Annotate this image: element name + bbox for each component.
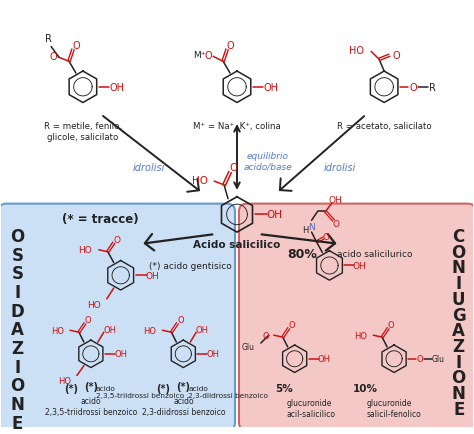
Text: O: O [388,320,394,329]
Text: O: O [113,236,120,245]
Text: (* = tracce): (* = tracce) [63,212,139,225]
Text: H: H [302,225,309,234]
Text: D: D [10,302,24,320]
Text: HO: HO [58,376,71,385]
Text: acido
2,3-diidrossi benzoico: acido 2,3-diidrossi benzoico [142,396,225,416]
Text: acido
2,3,5-triidrossi benzoico: acido 2,3,5-triidrossi benzoico [96,385,184,398]
Text: G: G [452,306,465,324]
Text: OH: OH [263,82,278,92]
Text: (*): (*) [176,381,191,391]
Text: S: S [11,246,23,264]
Text: (*): (*) [156,383,171,393]
Text: idrolisi: idrolisi [323,163,356,173]
Text: Z: Z [453,337,465,355]
Text: N: N [10,395,24,413]
Text: (*) acido gentisico: (*) acido gentisico [148,261,231,270]
Text: OH: OH [207,349,219,358]
Text: I: I [456,275,462,293]
Text: O: O [84,315,91,324]
Text: O: O [452,368,466,387]
Text: Acido salicilico: Acido salicilico [193,239,281,249]
Text: 5%: 5% [275,383,292,393]
Text: acido salicilurico: acido salicilurico [337,250,413,259]
Text: O: O [409,82,417,92]
Text: U: U [452,290,465,308]
Text: E: E [453,400,465,418]
Text: OH: OH [146,271,159,280]
Text: HO: HO [78,246,92,255]
Text: N: N [452,384,465,402]
Text: O: O [204,51,212,61]
Text: 80%: 80% [288,248,318,260]
Text: O: O [10,227,25,246]
Text: HO: HO [51,326,64,335]
Text: O: O [417,355,423,363]
Text: R = metile, fenile,
glicole, salicilato: R = metile, fenile, glicole, salicilato [44,122,122,141]
FancyBboxPatch shape [0,204,235,431]
Text: OH: OH [103,325,116,334]
Text: Glu: Glu [242,343,255,352]
Text: (*): (*) [64,383,78,393]
Text: O: O [226,40,234,50]
Text: M⁺ = Na⁺, K⁺, colina: M⁺ = Na⁺, K⁺, colina [193,122,281,131]
Text: Z: Z [11,339,23,357]
Text: OH: OH [352,261,366,270]
Text: HO: HO [144,326,156,335]
Text: O: O [392,51,400,61]
FancyBboxPatch shape [239,204,474,431]
Text: I: I [14,283,20,301]
Text: OH: OH [267,210,283,220]
Text: OH: OH [328,196,342,205]
Text: M⁺: M⁺ [193,51,205,60]
Text: equilibrio
acido/base: equilibrio acido/base [244,151,292,171]
Text: HO: HO [354,331,367,340]
Text: glucuronide
acil-salicilico: glucuronide acil-salicilico [287,398,336,418]
Text: O: O [452,243,466,261]
Text: 10%: 10% [352,383,377,393]
Text: OH: OH [114,349,127,358]
Text: I: I [14,358,20,376]
Text: O: O [72,40,80,50]
Text: N: N [452,259,465,277]
Text: A: A [452,322,465,339]
Text: O: O [10,376,25,395]
Text: I: I [456,353,462,371]
Text: R: R [429,82,436,92]
Text: acido
2,3,5-triidrossi benzoico: acido 2,3,5-triidrossi benzoico [45,396,137,416]
Text: O: O [229,163,237,173]
Text: HO: HO [192,176,208,186]
Text: O: O [323,233,330,242]
Text: O: O [333,219,340,228]
Text: C: C [453,227,465,246]
Text: A: A [11,321,24,339]
Text: acido
2,3-diidrossi benzoico: acido 2,3-diidrossi benzoico [188,385,268,398]
Text: O: O [177,315,183,324]
Text: Glu: Glu [431,355,444,363]
Text: N: N [308,222,315,231]
Text: HO: HO [87,301,101,309]
Text: O: O [288,320,295,329]
Text: O: O [262,331,269,340]
Text: S: S [11,265,23,283]
Text: O: O [49,52,57,62]
Text: OH: OH [196,325,209,334]
Text: E: E [11,414,23,431]
Text: R = acetato, salicilato: R = acetato, salicilato [337,122,431,131]
Text: OH: OH [109,82,124,92]
Text: idrolisi: idrolisi [132,163,164,173]
Text: (*): (*) [84,381,98,391]
Text: glucuronide
salicil-fenolico: glucuronide salicil-fenolico [366,398,421,418]
Text: R: R [45,33,52,43]
Text: HO: HO [349,46,364,56]
Text: OH: OH [318,355,331,363]
